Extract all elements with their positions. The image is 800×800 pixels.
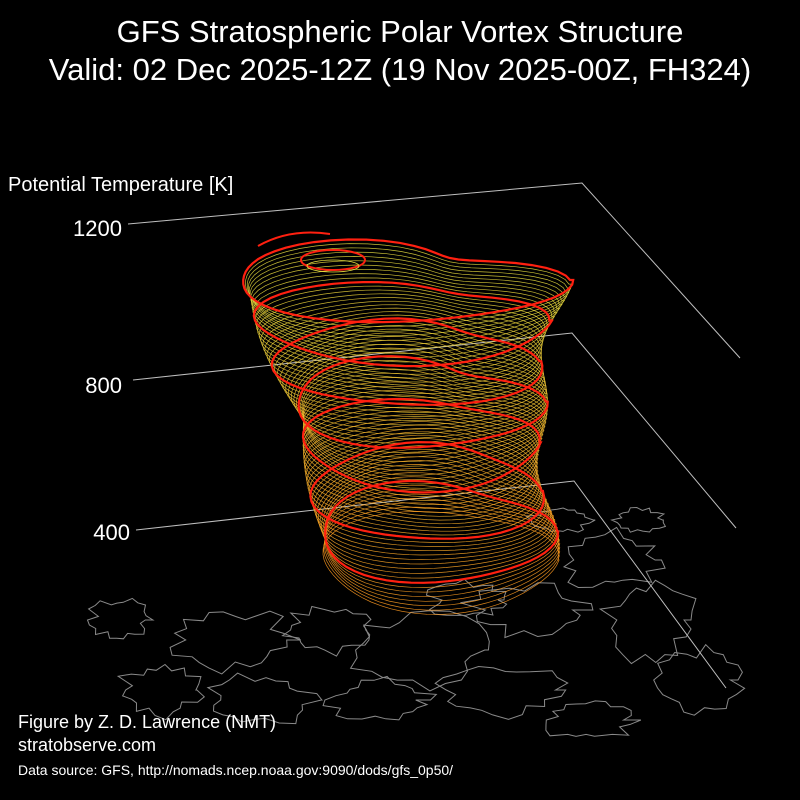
vertical-axis-label: Potential Temperature [K] [8, 174, 234, 196]
vortex-highlight-contour [242, 238, 575, 324]
vortex-highlight-contour [270, 317, 544, 406]
vortex-contour-ring [314, 452, 550, 552]
coastline-segment [322, 675, 438, 721]
vortex-contour-ring [322, 472, 557, 574]
vortex-contour-ring [308, 438, 543, 536]
vortex-contour-ring [324, 498, 561, 602]
vortex-contour-ring [323, 506, 560, 611]
vortex-highlight-contour [297, 355, 549, 449]
coastline-segment [425, 578, 508, 616]
vortex-contour-ring [321, 468, 556, 570]
vortex-contour-ring [266, 311, 542, 398]
vortex-contour-ring [304, 421, 539, 517]
vortex-contour-ring [257, 293, 547, 379]
axis-grid-lines [127, 182, 741, 689]
vortex-contour-ring [248, 256, 568, 341]
vortex-top-lobe-inner [306, 259, 360, 273]
vortex-contour-ring [305, 428, 539, 525]
vortex-contour-ring [290, 343, 548, 435]
vortex-contour-ring [323, 476, 558, 579]
vortex-contour-ring [302, 410, 539, 506]
vortex-contour-ring [311, 445, 546, 543]
tick-label-800: 800 [85, 373, 122, 398]
vortex-contour-ring [293, 347, 548, 439]
axis-line-1200 [127, 182, 741, 359]
vortex-contour-ring [300, 360, 549, 453]
figure-title: GFS Stratospheric Polar Vortex Structure [116, 14, 684, 49]
author-credit: Figure by Z. D. Lawrence (NMT) [18, 712, 277, 732]
vortex-contour-ring [307, 434, 542, 532]
vortex-contour-ring [282, 332, 546, 421]
vortex-contour-ring [285, 336, 547, 426]
vortex-contour-ring [262, 304, 543, 391]
vortex-contour-ring [304, 424, 539, 521]
vortex-contour-ring [248, 251, 570, 337]
vortex-highlight-contour [252, 281, 554, 368]
axis-line-800 [132, 332, 737, 529]
coastline-segment [116, 663, 206, 721]
coastline-segment [598, 579, 697, 665]
vortex-contour-ring [260, 300, 544, 387]
tick-label-400: 400 [93, 520, 130, 545]
vortex-isosurface [242, 231, 575, 615]
vortex-contour-ring [303, 385, 545, 480]
axis-line-400 [135, 480, 727, 689]
vortex-contour-ring [324, 502, 561, 607]
data-source-credit: Data source: GFS, http://nomads.ncep.noa… [18, 762, 454, 778]
vortex-contour-ring [245, 243, 573, 328]
vortex-contour-ring [317, 460, 553, 560]
vortex-contour-ring [264, 307, 542, 394]
coastline-segment [169, 610, 301, 675]
vortex-highlight-contour [324, 479, 560, 584]
vortex-contour-ring [306, 431, 540, 528]
vortex-highlight-contour [309, 440, 546, 540]
vortex-contour-ring [312, 448, 548, 547]
coastline-segment [524, 507, 596, 533]
vortex-contour-ring [301, 364, 548, 458]
coastline-segment [610, 506, 667, 533]
vortex-contour-ring [255, 289, 549, 375]
website-credit: stratobserve.com [18, 735, 157, 755]
coastline-segment [434, 665, 569, 720]
coastline-segment [206, 672, 323, 725]
coastline-segment [86, 597, 155, 640]
vortex-top-lobe [300, 249, 366, 271]
coastline-segment [545, 700, 642, 737]
vortex-contour-ring [316, 456, 552, 556]
coastline-segment [349, 610, 490, 692]
vortex-contour-ring [246, 247, 572, 332]
figure-subtitle: Valid: 02 Dec 2025-12Z (19 Nov 2025-00Z,… [48, 52, 752, 87]
coastline-segment [281, 605, 372, 657]
tick-label-1200: 1200 [73, 216, 122, 241]
coastline-segment [562, 526, 666, 589]
vortex-highlight-contour [301, 397, 543, 494]
coastline-segment [653, 643, 746, 716]
vortex-contour-ring [303, 417, 539, 513]
vortex-contour-ring [274, 321, 544, 409]
vortex-top-fragment [257, 231, 331, 247]
vortex-contour-ring [322, 511, 560, 615]
